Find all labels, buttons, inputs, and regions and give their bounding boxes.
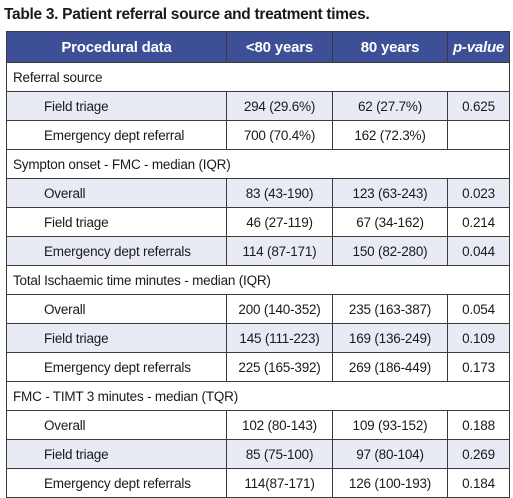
cell-over80: 169 (136-249) [332, 323, 448, 353]
table-row: Emergency dept referral 700 (70.4%) 162 … [6, 120, 510, 150]
cell-p-value: 0.184 [447, 468, 510, 498]
header-row: Procedural data <80 years 80 years p-val… [6, 31, 510, 63]
section-title: Referral source [6, 62, 510, 92]
cell-under80: 83 (43-190) [226, 178, 333, 208]
row-label: Emergency dept referrals [6, 236, 227, 266]
cell-over80: 162 (72.3%) [332, 120, 448, 150]
table-row: Emergency dept referrals 114(87-171) 126… [6, 468, 510, 498]
table-row: Emergency dept referrals 225 (165-392) 2… [6, 352, 510, 382]
table-caption: Table 3. Patient referral source and tre… [4, 6, 370, 23]
cell-under80: 294 (29.6%) [226, 91, 333, 121]
row-label: Field triage [6, 207, 227, 237]
cell-p-value: 0.044 [447, 236, 510, 266]
section-row: Referral source [6, 62, 510, 92]
cell-under80: 200 (140-352) [226, 294, 333, 324]
cell-over80: 235 (163-387) [332, 294, 448, 324]
header-procedural-data: Procedural data [6, 31, 227, 63]
cell-over80: 109 (93-152) [332, 410, 448, 440]
table-row: Overall 83 (43-190) 123 (63-243) 0.023 [6, 178, 510, 208]
row-label: Emergency dept referral [6, 120, 227, 150]
row-label: Emergency dept referrals [6, 352, 227, 382]
cell-under80: 700 (70.4%) [226, 120, 333, 150]
row-label: Emergency dept referrals [6, 468, 227, 498]
cell-over80: 126 (100-193) [332, 468, 448, 498]
cell-over80: 62 (27.7%) [332, 91, 448, 121]
cell-under80: 85 (75-100) [226, 439, 333, 469]
row-label: Overall [6, 410, 227, 440]
header-p-value: p-value [447, 31, 510, 63]
cell-p-value: 0.173 [447, 352, 510, 382]
cell-p-value: 0.625 [447, 91, 510, 121]
row-label: Overall [6, 178, 227, 208]
cell-p-value: 0.109 [447, 323, 510, 353]
section-row: Sympton onset - FMC - median (IQR) [6, 149, 510, 179]
table-row: Overall 200 (140-352) 235 (163-387) 0.05… [6, 294, 510, 324]
cell-over80: 67 (34-162) [332, 207, 448, 237]
cell-under80: 46 (27-119) [226, 207, 333, 237]
section-title: Total Ischaemic time minutes - median (I… [6, 265, 510, 295]
cell-under80: 102 (80-143) [226, 410, 333, 440]
section-row: Total Ischaemic time minutes - median (I… [6, 265, 510, 295]
section-title: Sympton onset - FMC - median (IQR) [6, 149, 510, 179]
cell-p-value: 0.188 [447, 410, 510, 440]
row-label: Overall [6, 294, 227, 324]
cell-under80: 114(87-171) [226, 468, 333, 498]
cell-p-value [447, 120, 510, 150]
section-title: FMC - TIMT 3 minutes - median (TQR) [6, 381, 510, 411]
section-row: FMC - TIMT 3 minutes - median (TQR) [6, 381, 510, 411]
table-row: Field triage 294 (29.6%) 62 (27.7%) 0.62… [6, 91, 510, 121]
row-label: Field triage [6, 91, 227, 121]
cell-p-value: 0.023 [447, 178, 510, 208]
cell-over80: 97 (80-104) [332, 439, 448, 469]
cell-p-value: 0.269 [447, 439, 510, 469]
cell-p-value: 0.214 [447, 207, 510, 237]
table-row: Field triage 145 (111-223) 169 (136-249)… [6, 323, 510, 353]
cell-over80: 269 (186-449) [332, 352, 448, 382]
table-row: Emergency dept referrals 114 (87-171) 15… [6, 236, 510, 266]
row-label: Field triage [6, 439, 227, 469]
table-row: Field triage 46 (27-119) 67 (34-162) 0.2… [6, 207, 510, 237]
header-under-80: <80 years [226, 31, 333, 63]
cell-under80: 145 (111-223) [226, 323, 333, 353]
cell-p-value: 0.054 [447, 294, 510, 324]
table-row: Overall 102 (80-143) 109 (93-152) 0.188 [6, 410, 510, 440]
cell-over80: 150 (82-280) [332, 236, 448, 266]
cell-under80: 114 (87-171) [226, 236, 333, 266]
table-row: Field triage 85 (75-100) 97 (80-104) 0.2… [6, 439, 510, 469]
header-80-years: 80 years [332, 31, 448, 63]
referral-times-table: Procedural data <80 years 80 years p-val… [6, 31, 510, 498]
cell-under80: 225 (165-392) [226, 352, 333, 382]
cell-over80: 123 (63-243) [332, 178, 448, 208]
row-label: Field triage [6, 323, 227, 353]
